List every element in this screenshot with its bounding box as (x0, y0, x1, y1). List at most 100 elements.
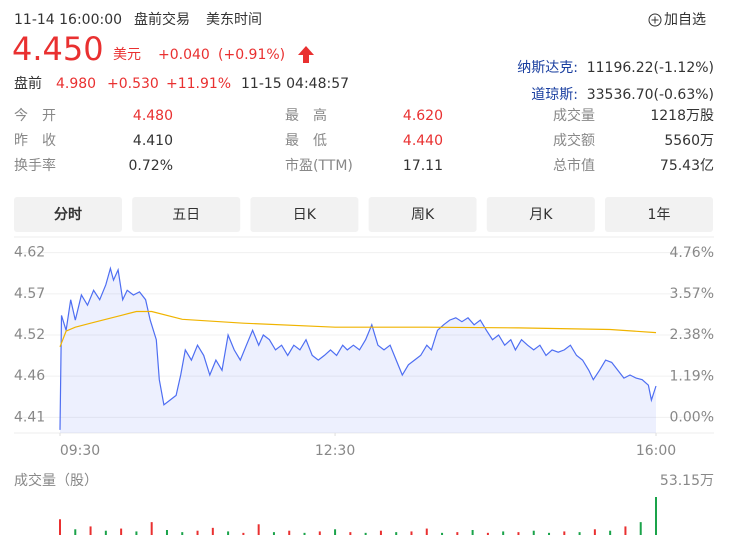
stat-value: 17.11 (403, 158, 443, 174)
stat-value: 0.72% (129, 158, 173, 174)
volume-bar (517, 532, 520, 535)
timezone: 美东时间 (206, 12, 262, 28)
premarket-time: 11-15 04:48:57 (241, 76, 349, 92)
stat-label: 总市值 (553, 157, 595, 174)
watch-label[interactable]: 加自选 (664, 12, 706, 28)
session: 盘前交易 (134, 11, 190, 28)
tab[interactable] (250, 197, 359, 232)
volume-bar (379, 530, 382, 535)
volume-bar (410, 531, 413, 535)
volume-bar (89, 526, 92, 535)
x-tick-label: 16:00 (636, 443, 676, 459)
volume-bar (609, 530, 612, 535)
change: +0.040 (158, 47, 210, 63)
stat-label: 市盈(TTM) (285, 157, 353, 174)
volume-bar (257, 524, 260, 535)
stat-label: 昨收 (14, 133, 70, 149)
volume-bar (196, 530, 199, 535)
volume-bar (441, 532, 444, 535)
price-area (60, 268, 656, 433)
y2-tick-label: 0.00% (670, 409, 714, 425)
y2-tick-label: 1.19% (670, 368, 714, 384)
volume-bar (578, 532, 581, 535)
stat-value: 4.480 (133, 108, 173, 124)
volume-bar (135, 531, 138, 535)
volume-bar (59, 519, 61, 535)
y-tick-label: 4.46 (14, 368, 45, 384)
stat-label: 成交额 (553, 132, 595, 149)
up-arrow (298, 46, 314, 63)
stat-value: 4.620 (403, 108, 443, 124)
datetime: 11-14 16:00:00 (14, 12, 122, 28)
volume-bar (165, 529, 168, 535)
tab[interactable] (486, 197, 595, 232)
volume-bar (395, 532, 398, 535)
volume-bar (548, 532, 551, 535)
watch-button[interactable]: 加自选 (648, 12, 706, 28)
volume-bar (502, 531, 505, 535)
index-value: 11196.22(-1.12%) (587, 60, 714, 76)
x-tick-label: 12:30 (315, 443, 355, 459)
price: 4.450 (12, 30, 104, 68)
volume-bar (74, 529, 77, 535)
tab-label[interactable]: 日K (293, 207, 317, 223)
premarket-price: 4.980 (56, 76, 96, 92)
stat-value: 1218万股 (650, 108, 714, 124)
tab[interactable] (132, 197, 241, 232)
tab-label[interactable]: 周K (411, 207, 435, 223)
y-tick-label: 4.62 (14, 245, 45, 261)
volume-bar (456, 532, 459, 535)
tab-label[interactable]: 分时 (54, 206, 82, 223)
y2-tick-label: 3.57% (670, 286, 714, 302)
y2-tick-label: 4.76% (670, 245, 714, 261)
volume-tick-label: 53.15万 (660, 473, 714, 489)
stat-value: 4.440 (403, 133, 443, 149)
volume-bar (104, 530, 107, 535)
volume-bar (624, 526, 627, 535)
volume-bar (181, 532, 184, 535)
average-line (59, 310, 657, 348)
volume-bar (318, 531, 321, 535)
price-line (59, 266, 657, 430)
stat-label: 最低 (285, 133, 341, 149)
y-tick-label: 4.41 (14, 409, 45, 425)
volume-label: 成交量（股） (14, 472, 98, 489)
volume-bar (349, 532, 352, 535)
volume-bar (303, 532, 306, 535)
volume-bar (532, 530, 535, 535)
premarket-change: +0.530 (107, 76, 159, 92)
stat-label: 今开 (14, 108, 70, 124)
volume-bar (364, 532, 367, 535)
tab-label[interactable]: 五日 (172, 207, 200, 223)
index-name[interactable]: 纳斯达克: (517, 60, 578, 76)
volume-bar (655, 497, 657, 535)
volume-bar (486, 532, 489, 535)
volume-bar (639, 522, 642, 535)
tab[interactable] (368, 197, 477, 232)
tab[interactable] (14, 197, 122, 232)
volume-bar (563, 531, 566, 535)
tab-label[interactable]: 1年 (648, 207, 671, 223)
stat-value: 5560万 (664, 133, 714, 149)
volume-bar (150, 522, 153, 535)
tab[interactable] (605, 197, 713, 232)
volume-bar (211, 527, 214, 535)
volume-bar (227, 531, 230, 535)
x-tick-label: 09:30 (60, 443, 100, 459)
volume-bar (425, 528, 428, 535)
y2-tick-label: 2.38% (670, 327, 714, 343)
stat-value: 75.43亿 (660, 158, 714, 174)
tab-label[interactable]: 月K (529, 207, 553, 223)
stat-value: 4.410 (133, 133, 173, 149)
plus-icon (648, 13, 662, 27)
currency: 美元 (113, 47, 141, 63)
change-pct: (+0.91%) (218, 47, 285, 63)
y-tick-label: 4.52 (14, 327, 45, 343)
premarket-pct: +11.91% (166, 76, 231, 92)
y-tick-label: 4.57 (14, 286, 45, 302)
volume-bar (288, 530, 291, 535)
premarket-label: 盘前 (14, 75, 42, 92)
index-name[interactable]: 道琼斯: (531, 87, 578, 103)
